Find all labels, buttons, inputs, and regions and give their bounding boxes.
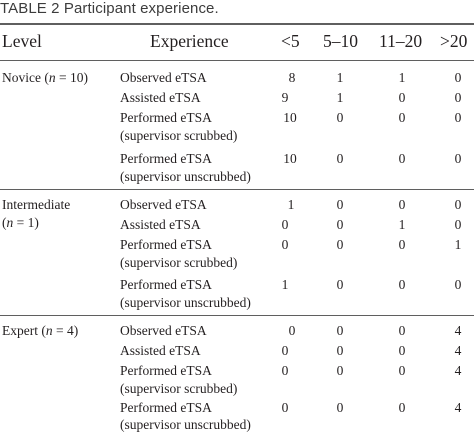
- top-rule: [0, 23, 474, 25]
- experience-label: Observed eTSA: [120, 197, 207, 212]
- header-experience: Experience: [150, 31, 229, 51]
- experience-label: Assisted eTSA: [120, 217, 201, 232]
- value-11-20: 0: [398, 197, 406, 212]
- value-gt20: 0: [454, 70, 462, 85]
- value-5-10: 0: [336, 323, 344, 338]
- value-gt20: 4: [454, 323, 462, 338]
- experience-label: Observed eTSA: [120, 70, 207, 85]
- level-label-suffix: = 10): [55, 70, 88, 85]
- value-lt5: 0: [281, 400, 289, 415]
- experience-label: Performed eTSA: [120, 151, 212, 166]
- header-5-10: 5–10: [323, 31, 358, 51]
- value-gt20: 0: [454, 90, 462, 105]
- value-gt20: 0: [454, 277, 462, 292]
- level-label-line2: (n = 1): [2, 214, 39, 232]
- value-11-20: 0: [398, 277, 406, 292]
- level-label: Expert (n = 4): [2, 322, 78, 340]
- value-11-20: 0: [398, 363, 406, 378]
- value-gt20: 0: [454, 151, 462, 166]
- value-5-10: 0: [336, 343, 344, 358]
- value-lt5: 9: [281, 90, 289, 105]
- experience-label-detail: (supervisor scrubbed): [120, 128, 238, 143]
- experience-label: Performed eTSA: [120, 363, 212, 378]
- value-lt5: 8: [288, 70, 296, 85]
- value-11-20: 0: [398, 237, 406, 252]
- header-gt20: >20: [440, 31, 468, 51]
- value-5-10: 0: [336, 151, 344, 166]
- experience-label-detail: (supervisor unscrubbed): [120, 295, 251, 310]
- value-5-10: 1: [336, 90, 344, 105]
- experience-label-detail: (supervisor unscrubbed): [120, 417, 251, 432]
- value-11-20: 0: [398, 400, 406, 415]
- header-lt5: <5: [281, 31, 300, 51]
- value-lt5: 0: [281, 237, 289, 252]
- value-gt20: 4: [454, 363, 462, 378]
- level-label-prefix: Intermediate: [2, 197, 71, 212]
- value-5-10: 0: [336, 400, 344, 415]
- value-5-10: 1: [336, 70, 344, 85]
- experience-label: Performed eTSA: [120, 400, 212, 415]
- value-lt5: 1: [287, 197, 295, 212]
- value-gt20: 4: [454, 343, 462, 358]
- value-lt5: 1: [281, 277, 289, 292]
- experience-label: Assisted eTSA: [120, 343, 201, 358]
- value-11-20: 0: [398, 110, 406, 125]
- value-lt5: 0: [281, 363, 289, 378]
- experience-label: Performed eTSA: [120, 277, 212, 292]
- experience-label: Observed eTSA: [120, 323, 207, 338]
- level-label-prefix: (: [2, 215, 7, 230]
- value-11-20: 1: [398, 217, 406, 232]
- value-lt5: 10: [283, 110, 297, 125]
- level-label: Intermediate: [2, 196, 70, 214]
- header-level: Level: [2, 31, 42, 51]
- level-label-n: n: [45, 323, 53, 338]
- value-11-20: 0: [398, 90, 406, 105]
- value-gt20: 4: [454, 400, 462, 415]
- header-rule: [0, 60, 474, 61]
- value-lt5: 0: [281, 343, 289, 358]
- group-rule: [0, 189, 474, 190]
- value-5-10: 0: [336, 237, 344, 252]
- header-11-20: 11–20: [379, 31, 423, 51]
- level-label-prefix: Expert (: [2, 323, 46, 338]
- value-11-20: 0: [398, 151, 406, 166]
- value-5-10: 0: [336, 363, 344, 378]
- value-gt20: 0: [454, 197, 462, 212]
- level-label: Novice (n = 10): [2, 69, 88, 87]
- table-caption: TABLE 2 Participant experience.: [0, 0, 219, 17]
- experience-label: Performed eTSA: [120, 237, 212, 252]
- value-11-20: 0: [398, 343, 406, 358]
- experience-label-detail: (supervisor unscrubbed): [120, 169, 251, 184]
- experience-label-detail: (supervisor scrubbed): [120, 381, 238, 396]
- level-label-suffix: = 1): [13, 215, 39, 230]
- level-label-prefix: Novice (: [2, 70, 49, 85]
- value-5-10: 0: [336, 110, 344, 125]
- level-label-suffix: = 4): [52, 323, 79, 338]
- value-5-10: 0: [336, 277, 344, 292]
- value-lt5: 10: [283, 151, 297, 166]
- group-rule: [0, 315, 474, 316]
- value-11-20: 1: [398, 70, 406, 85]
- experience-label-detail: (supervisor scrubbed): [120, 255, 238, 270]
- value-gt20: 1: [454, 237, 462, 252]
- value-lt5: 0: [288, 323, 296, 338]
- value-gt20: 0: [454, 217, 462, 232]
- value-5-10: 0: [336, 217, 344, 232]
- value-5-10: 0: [336, 197, 344, 212]
- experience-label: Assisted eTSA: [120, 90, 201, 105]
- experience-label: Performed eTSA: [120, 110, 212, 125]
- value-lt5: 0: [281, 217, 289, 232]
- level-label-n: n: [48, 70, 56, 85]
- value-11-20: 0: [398, 323, 406, 338]
- level-label-n: n: [6, 215, 14, 230]
- value-gt20: 0: [454, 110, 462, 125]
